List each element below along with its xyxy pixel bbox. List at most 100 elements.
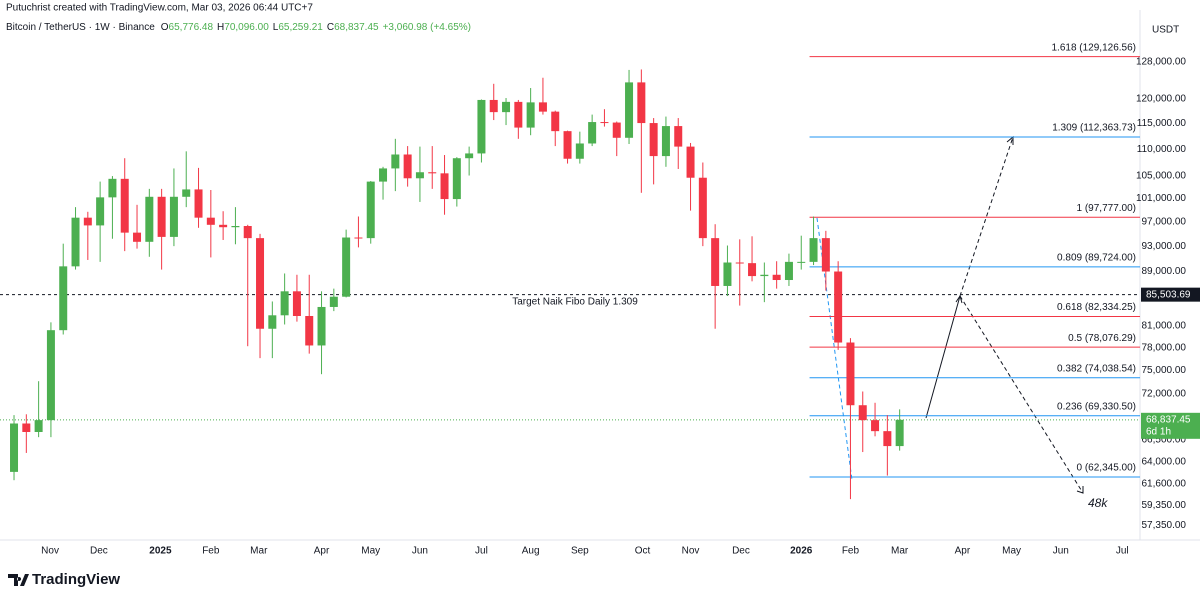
- candle-body: [588, 122, 597, 144]
- target-price-box: [1141, 287, 1200, 302]
- price-box: [1141, 412, 1200, 439]
- ohlc-value: 70,096.00: [224, 22, 269, 33]
- candle-body: [465, 153, 474, 159]
- candle-body: [895, 419, 904, 447]
- candle-body: [415, 172, 424, 179]
- candle-body: [403, 154, 412, 179]
- candle-body: [674, 126, 683, 147]
- y-tick-label: 105,000.00: [1136, 171, 1186, 182]
- x-tick-label: Dec: [90, 546, 108, 557]
- candle-body: [34, 420, 43, 432]
- candle-body: [366, 181, 375, 239]
- candle-body: [219, 224, 228, 228]
- y-tick-label: 61,600.00: [1142, 479, 1187, 490]
- candle-body: [748, 263, 757, 277]
- candle-body: [96, 197, 105, 226]
- candle-body: [59, 266, 68, 331]
- ohlc-key: L: [273, 22, 279, 33]
- fib-label: 0.382 (74,038.54): [1057, 363, 1136, 374]
- candle-body: [280, 291, 289, 316]
- brand-name: TradingView: [32, 571, 120, 588]
- candle-body: [354, 237, 363, 239]
- target-text: Target Naik Fibo Daily 1.309: [512, 296, 638, 307]
- x-tick-label: Nov: [682, 546, 700, 557]
- y-tick-label: 64,000.00: [1142, 457, 1187, 468]
- x-tick-label: Mar: [891, 546, 909, 557]
- candle-body: [379, 168, 388, 182]
- target-price-label: 85,503.69: [1146, 289, 1191, 300]
- candle-body: [292, 291, 301, 316]
- fib-label: 1.309 (112,363.73): [1052, 123, 1136, 134]
- candle-body: [883, 431, 892, 447]
- candle-body: [391, 154, 400, 169]
- candle-body: [612, 122, 621, 138]
- ohlc-value: 68,837.45: [334, 22, 379, 33]
- x-tick-label: May: [1002, 546, 1021, 557]
- candle-body: [871, 420, 880, 432]
- candle-body: [772, 274, 781, 281]
- candle-body: [637, 82, 646, 124]
- fib-label: 1 (97,777.00): [1077, 203, 1137, 214]
- x-tick-label: Jun: [1053, 546, 1069, 557]
- candle-body: [686, 146, 695, 178]
- candle-body: [600, 122, 609, 124]
- x-tick-label: Jul: [475, 546, 488, 557]
- ohlc-key: O: [161, 22, 169, 33]
- countdown: 6d 1h: [1146, 426, 1171, 437]
- candle-body: [526, 102, 535, 128]
- currency: USDT: [1152, 25, 1179, 36]
- candle-body: [317, 306, 326, 346]
- y-tick-label: 97,000.00: [1142, 216, 1187, 227]
- candle-body: [133, 232, 142, 242]
- candle-body: [797, 261, 806, 263]
- x-tick-label: 2026: [790, 546, 813, 557]
- symbol-line: Bitcoin / TetherUS · 1W · Binance O65,776…: [6, 22, 471, 33]
- change: +3,060.98 (+4.65%): [383, 22, 471, 33]
- projection-line: [959, 295, 1084, 494]
- price-label: 68,837.45: [1146, 414, 1191, 425]
- candle-body: [723, 262, 732, 286]
- y-tick-label: 57,350.00: [1142, 520, 1187, 531]
- candle-body: [83, 217, 92, 226]
- x-tick-label: Aug: [522, 546, 540, 557]
- arrow-head: [955, 294, 963, 304]
- candle-body: [268, 315, 277, 329]
- candle-body: [760, 274, 769, 277]
- annotation: 48k: [1088, 496, 1108, 510]
- x-tick-label: Sep: [571, 546, 589, 557]
- x-tick-label: Feb: [202, 546, 220, 557]
- y-tick-label: 93,000.00: [1142, 241, 1187, 252]
- fib-label: 0.618 (82,334.25): [1057, 302, 1136, 313]
- candle-body: [157, 196, 166, 237]
- candle-body: [489, 99, 498, 113]
- candle-body: [243, 226, 252, 239]
- candle-body: [477, 99, 486, 154]
- candle-body: [256, 238, 265, 329]
- symbol: Bitcoin / TetherUS · 1W · Binance: [6, 22, 155, 33]
- fib-label: 1.618 (129,126.56): [1051, 42, 1136, 53]
- candle-body: [538, 102, 547, 112]
- brand: TradingView: [8, 571, 120, 588]
- candle-body: [575, 143, 584, 159]
- x-tick-label: Apr: [314, 546, 330, 557]
- candle-body: [22, 423, 31, 432]
- candle-body: [342, 237, 351, 297]
- candle-body: [711, 238, 720, 286]
- candle-body: [10, 423, 19, 472]
- candle-body: [452, 158, 461, 200]
- y-tick-label: 59,350.00: [1142, 500, 1187, 511]
- arrow-head: [1076, 486, 1084, 494]
- candle-body: [206, 217, 215, 225]
- x-tick-label: May: [361, 546, 380, 557]
- candle-body: [440, 173, 449, 200]
- x-tick-label: Mar: [250, 546, 268, 557]
- fib-label: 0 (62,345.00): [1077, 463, 1137, 474]
- candle-body: [502, 101, 511, 113]
- ohlc-key: H: [217, 22, 224, 33]
- fib-label: 0.809 (89,724.00): [1057, 252, 1136, 263]
- candle-body: [834, 271, 843, 343]
- candle-body: [46, 330, 55, 421]
- fib-label: 0.5 (78,076.29): [1068, 333, 1136, 344]
- candle-body: [329, 296, 338, 307]
